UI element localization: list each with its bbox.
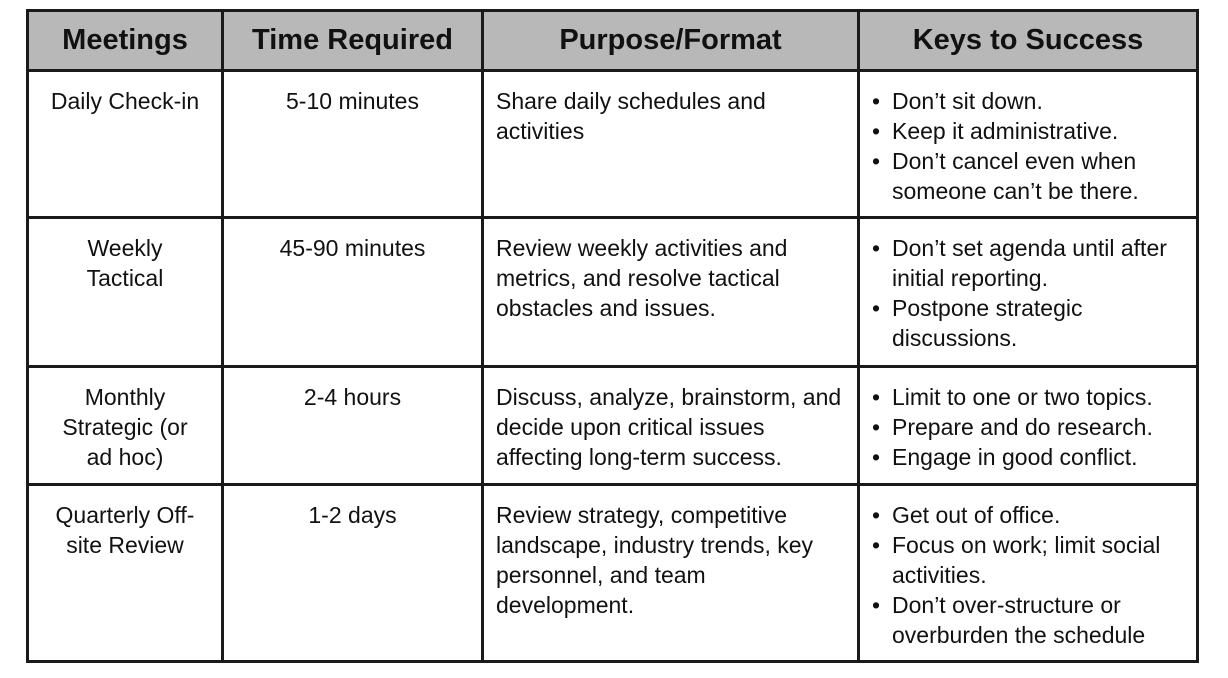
key-text: Get out of office. (892, 502, 1061, 528)
keys-cell: • Don’t sit down. • Keep it administrative… (857, 69, 1199, 219)
bullet-icon: • (872, 592, 881, 618)
meeting-name: Weekly Tactical (86, 235, 164, 291)
key-item: • Postpone strategic discussions. (872, 293, 1184, 353)
keys-list: • Get out of office. • Focus on work; limi… (872, 500, 1184, 650)
key-text: Prepare and do research. (892, 414, 1153, 440)
meeting-name: Monthly Strategic (or ad hoc) (62, 384, 188, 470)
time-required-cell: 45-90 minutes (221, 216, 484, 368)
meeting-name: Quarterly Off-site Review (55, 502, 195, 558)
keys-cell: • Don’t set agenda until after initial re… (857, 216, 1199, 368)
key-text: Don’t over-structure or overburden the s… (892, 592, 1146, 648)
purpose-cell: Share daily schedules and activities (481, 69, 860, 219)
key-item: • Don’t sit down. (872, 86, 1184, 116)
bullet-icon: • (872, 118, 881, 144)
meeting-name: Daily Check-in (50, 88, 200, 114)
keys-list: • Limit to one or two topics. • Prepare an… (872, 382, 1184, 472)
meeting-name-cell: Daily Check-in (26, 69, 224, 219)
key-text: Engage in good conflict. (892, 444, 1138, 470)
bullet-icon: • (872, 384, 881, 410)
keys-list: • Don’t sit down. • Keep it administrative… (872, 86, 1184, 206)
purpose-cell: Review weekly activities and metrics, an… (481, 216, 860, 368)
meetings-table: Meetings Time Required Purpose/Format Ke… (26, 9, 1199, 663)
key-text: Don’t set agenda until after initial rep… (892, 235, 1167, 291)
meeting-name-cell: Weekly Tactical (26, 216, 224, 368)
table-header: Meetings Time Required Purpose/Format Ke… (26, 9, 1199, 72)
key-text: Don’t cancel even when someone can’t be … (892, 148, 1139, 204)
key-text: Don’t sit down. (892, 88, 1043, 114)
key-item: • Don’t cancel even when someone can’t be… (872, 146, 1184, 206)
header-meetings: Meetings (26, 9, 224, 72)
bullet-icon: • (872, 148, 881, 174)
time-required-cell: 5-10 minutes (221, 69, 484, 219)
header-keys-to-success: Keys to Success (857, 9, 1199, 72)
bullet-icon: • (872, 414, 881, 440)
purpose-text: Share daily schedules and activities (496, 88, 766, 144)
meeting-name-cell: Quarterly Off-site Review (26, 483, 224, 663)
key-item: • Focus on work; limit social activities. (872, 530, 1184, 590)
purpose-cell: Review strategy, competitive landscape, … (481, 483, 860, 663)
key-text: Focus on work; limit social activities. (892, 532, 1161, 588)
key-item: • Engage in good conflict. (872, 442, 1184, 472)
bullet-icon: • (872, 235, 881, 261)
header-time-required: Time Required (221, 9, 484, 72)
bullet-icon: • (872, 532, 881, 558)
bullet-icon: • (872, 88, 881, 114)
table-body: Daily Check-in 5-10 minutes Share daily … (26, 69, 1199, 663)
bullet-icon: • (872, 502, 881, 528)
header-purpose-format: Purpose/Format (481, 9, 860, 72)
purpose-cell: Discuss, analyze, brainstorm, and decide… (481, 365, 860, 486)
table-row: Monthly Strategic (or ad hoc) 2-4 hours … (26, 365, 1199, 486)
time-required-cell: 1-2 days (221, 483, 484, 663)
meeting-name-cell: Monthly Strategic (or ad hoc) (26, 365, 224, 486)
bullet-icon: • (872, 295, 881, 321)
table-row: Daily Check-in 5-10 minutes Share daily … (26, 69, 1199, 219)
key-item: • Get out of office. (872, 500, 1184, 530)
table-row: Weekly Tactical 45-90 minutes Review wee… (26, 216, 1199, 368)
header-row: Meetings Time Required Purpose/Format Ke… (26, 9, 1199, 72)
bullet-icon: • (872, 444, 881, 470)
key-item: • Limit to one or two topics. (872, 382, 1184, 412)
key-item: • Don’t set agenda until after initial re… (872, 233, 1184, 293)
time-required-cell: 2-4 hours (221, 365, 484, 486)
key-item: • Don’t over-structure or overburden the … (872, 590, 1184, 650)
key-text: Limit to one or two topics. (892, 384, 1153, 410)
key-item: • Keep it administrative. (872, 116, 1184, 146)
keys-cell: • Get out of office. • Focus on work; limi… (857, 483, 1199, 663)
key-text: Postpone strategic discussions. (892, 295, 1083, 351)
keys-list: • Don’t set agenda until after initial re… (872, 233, 1184, 353)
key-text: Keep it administrative. (892, 118, 1119, 144)
key-item: • Prepare and do research. (872, 412, 1184, 442)
keys-cell: • Limit to one or two topics. • Prepare an… (857, 365, 1199, 486)
table-row: Quarterly Off-site Review 1-2 days Revie… (26, 483, 1199, 663)
